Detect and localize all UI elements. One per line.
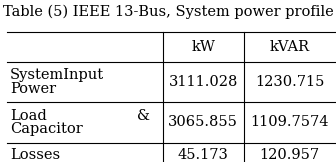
Text: 3111.028: 3111.028	[169, 75, 238, 89]
Text: 45.173: 45.173	[178, 148, 229, 162]
Text: 1109.7574: 1109.7574	[251, 115, 329, 129]
Text: &: &	[136, 109, 150, 122]
Text: SystemInput: SystemInput	[10, 68, 104, 82]
Text: Capacitor: Capacitor	[10, 122, 83, 136]
Text: Power: Power	[10, 82, 56, 96]
Text: 1230.715: 1230.715	[255, 75, 325, 89]
Text: Load: Load	[10, 109, 47, 122]
Text: Losses: Losses	[10, 148, 60, 162]
Text: kVAR: kVAR	[270, 40, 310, 54]
Text: Table (5) IEEE 13-Bus, System power profile: Table (5) IEEE 13-Bus, System power prof…	[3, 5, 334, 19]
Text: kW: kW	[191, 40, 215, 54]
Text: 120.957: 120.957	[260, 148, 320, 162]
Text: 3065.855: 3065.855	[168, 115, 238, 129]
